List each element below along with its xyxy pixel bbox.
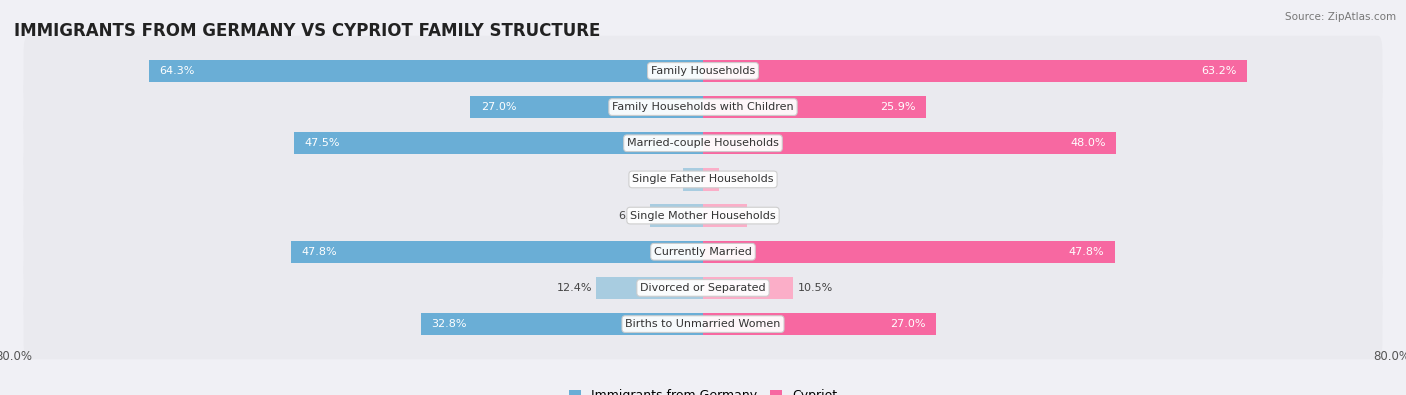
Bar <box>291 241 703 263</box>
Text: 27.0%: 27.0% <box>481 102 516 112</box>
Text: 5.1%: 5.1% <box>751 211 779 220</box>
FancyBboxPatch shape <box>24 253 1382 323</box>
Text: 47.8%: 47.8% <box>302 247 337 257</box>
FancyBboxPatch shape <box>24 72 1382 142</box>
Text: Family Households: Family Households <box>651 66 755 76</box>
Bar <box>703 277 793 299</box>
Text: 2.3%: 2.3% <box>651 175 679 184</box>
Text: 25.9%: 25.9% <box>880 102 915 112</box>
Bar <box>703 132 1116 154</box>
Text: IMMIGRANTS FROM GERMANY VS CYPRIOT FAMILY STRUCTURE: IMMIGRANTS FROM GERMANY VS CYPRIOT FAMIL… <box>14 22 600 40</box>
Text: 6.1%: 6.1% <box>617 211 647 220</box>
FancyBboxPatch shape <box>24 289 1382 359</box>
Bar <box>596 277 703 299</box>
Bar <box>471 96 703 118</box>
Text: Single Father Households: Single Father Households <box>633 175 773 184</box>
Bar <box>149 60 703 82</box>
Legend: Immigrants from Germany, Cypriot: Immigrants from Germany, Cypriot <box>564 384 842 395</box>
Text: 10.5%: 10.5% <box>797 283 832 293</box>
Bar <box>703 313 935 335</box>
Text: Births to Unmarried Women: Births to Unmarried Women <box>626 319 780 329</box>
Text: Source: ZipAtlas.com: Source: ZipAtlas.com <box>1285 12 1396 22</box>
FancyBboxPatch shape <box>24 181 1382 251</box>
Bar <box>703 60 1247 82</box>
Text: Married-couple Households: Married-couple Households <box>627 138 779 148</box>
Text: Currently Married: Currently Married <box>654 247 752 257</box>
Text: 64.3%: 64.3% <box>160 66 195 76</box>
Bar <box>703 241 1115 263</box>
Text: 1.8%: 1.8% <box>723 175 751 184</box>
Bar <box>420 313 703 335</box>
FancyBboxPatch shape <box>24 217 1382 287</box>
Bar <box>703 204 747 227</box>
Text: 12.4%: 12.4% <box>557 283 592 293</box>
Bar <box>703 96 927 118</box>
Bar <box>703 168 718 191</box>
Text: 47.5%: 47.5% <box>304 138 340 148</box>
FancyBboxPatch shape <box>24 108 1382 178</box>
Bar <box>294 132 703 154</box>
Text: Single Mother Households: Single Mother Households <box>630 211 776 220</box>
Text: 47.8%: 47.8% <box>1069 247 1104 257</box>
FancyBboxPatch shape <box>24 144 1382 214</box>
Bar <box>683 168 703 191</box>
Text: Divorced or Separated: Divorced or Separated <box>640 283 766 293</box>
Bar <box>651 204 703 227</box>
Text: 32.8%: 32.8% <box>430 319 467 329</box>
Text: Family Households with Children: Family Households with Children <box>612 102 794 112</box>
FancyBboxPatch shape <box>24 36 1382 106</box>
Text: 27.0%: 27.0% <box>890 319 925 329</box>
Text: 48.0%: 48.0% <box>1070 138 1107 148</box>
Text: 63.2%: 63.2% <box>1202 66 1237 76</box>
